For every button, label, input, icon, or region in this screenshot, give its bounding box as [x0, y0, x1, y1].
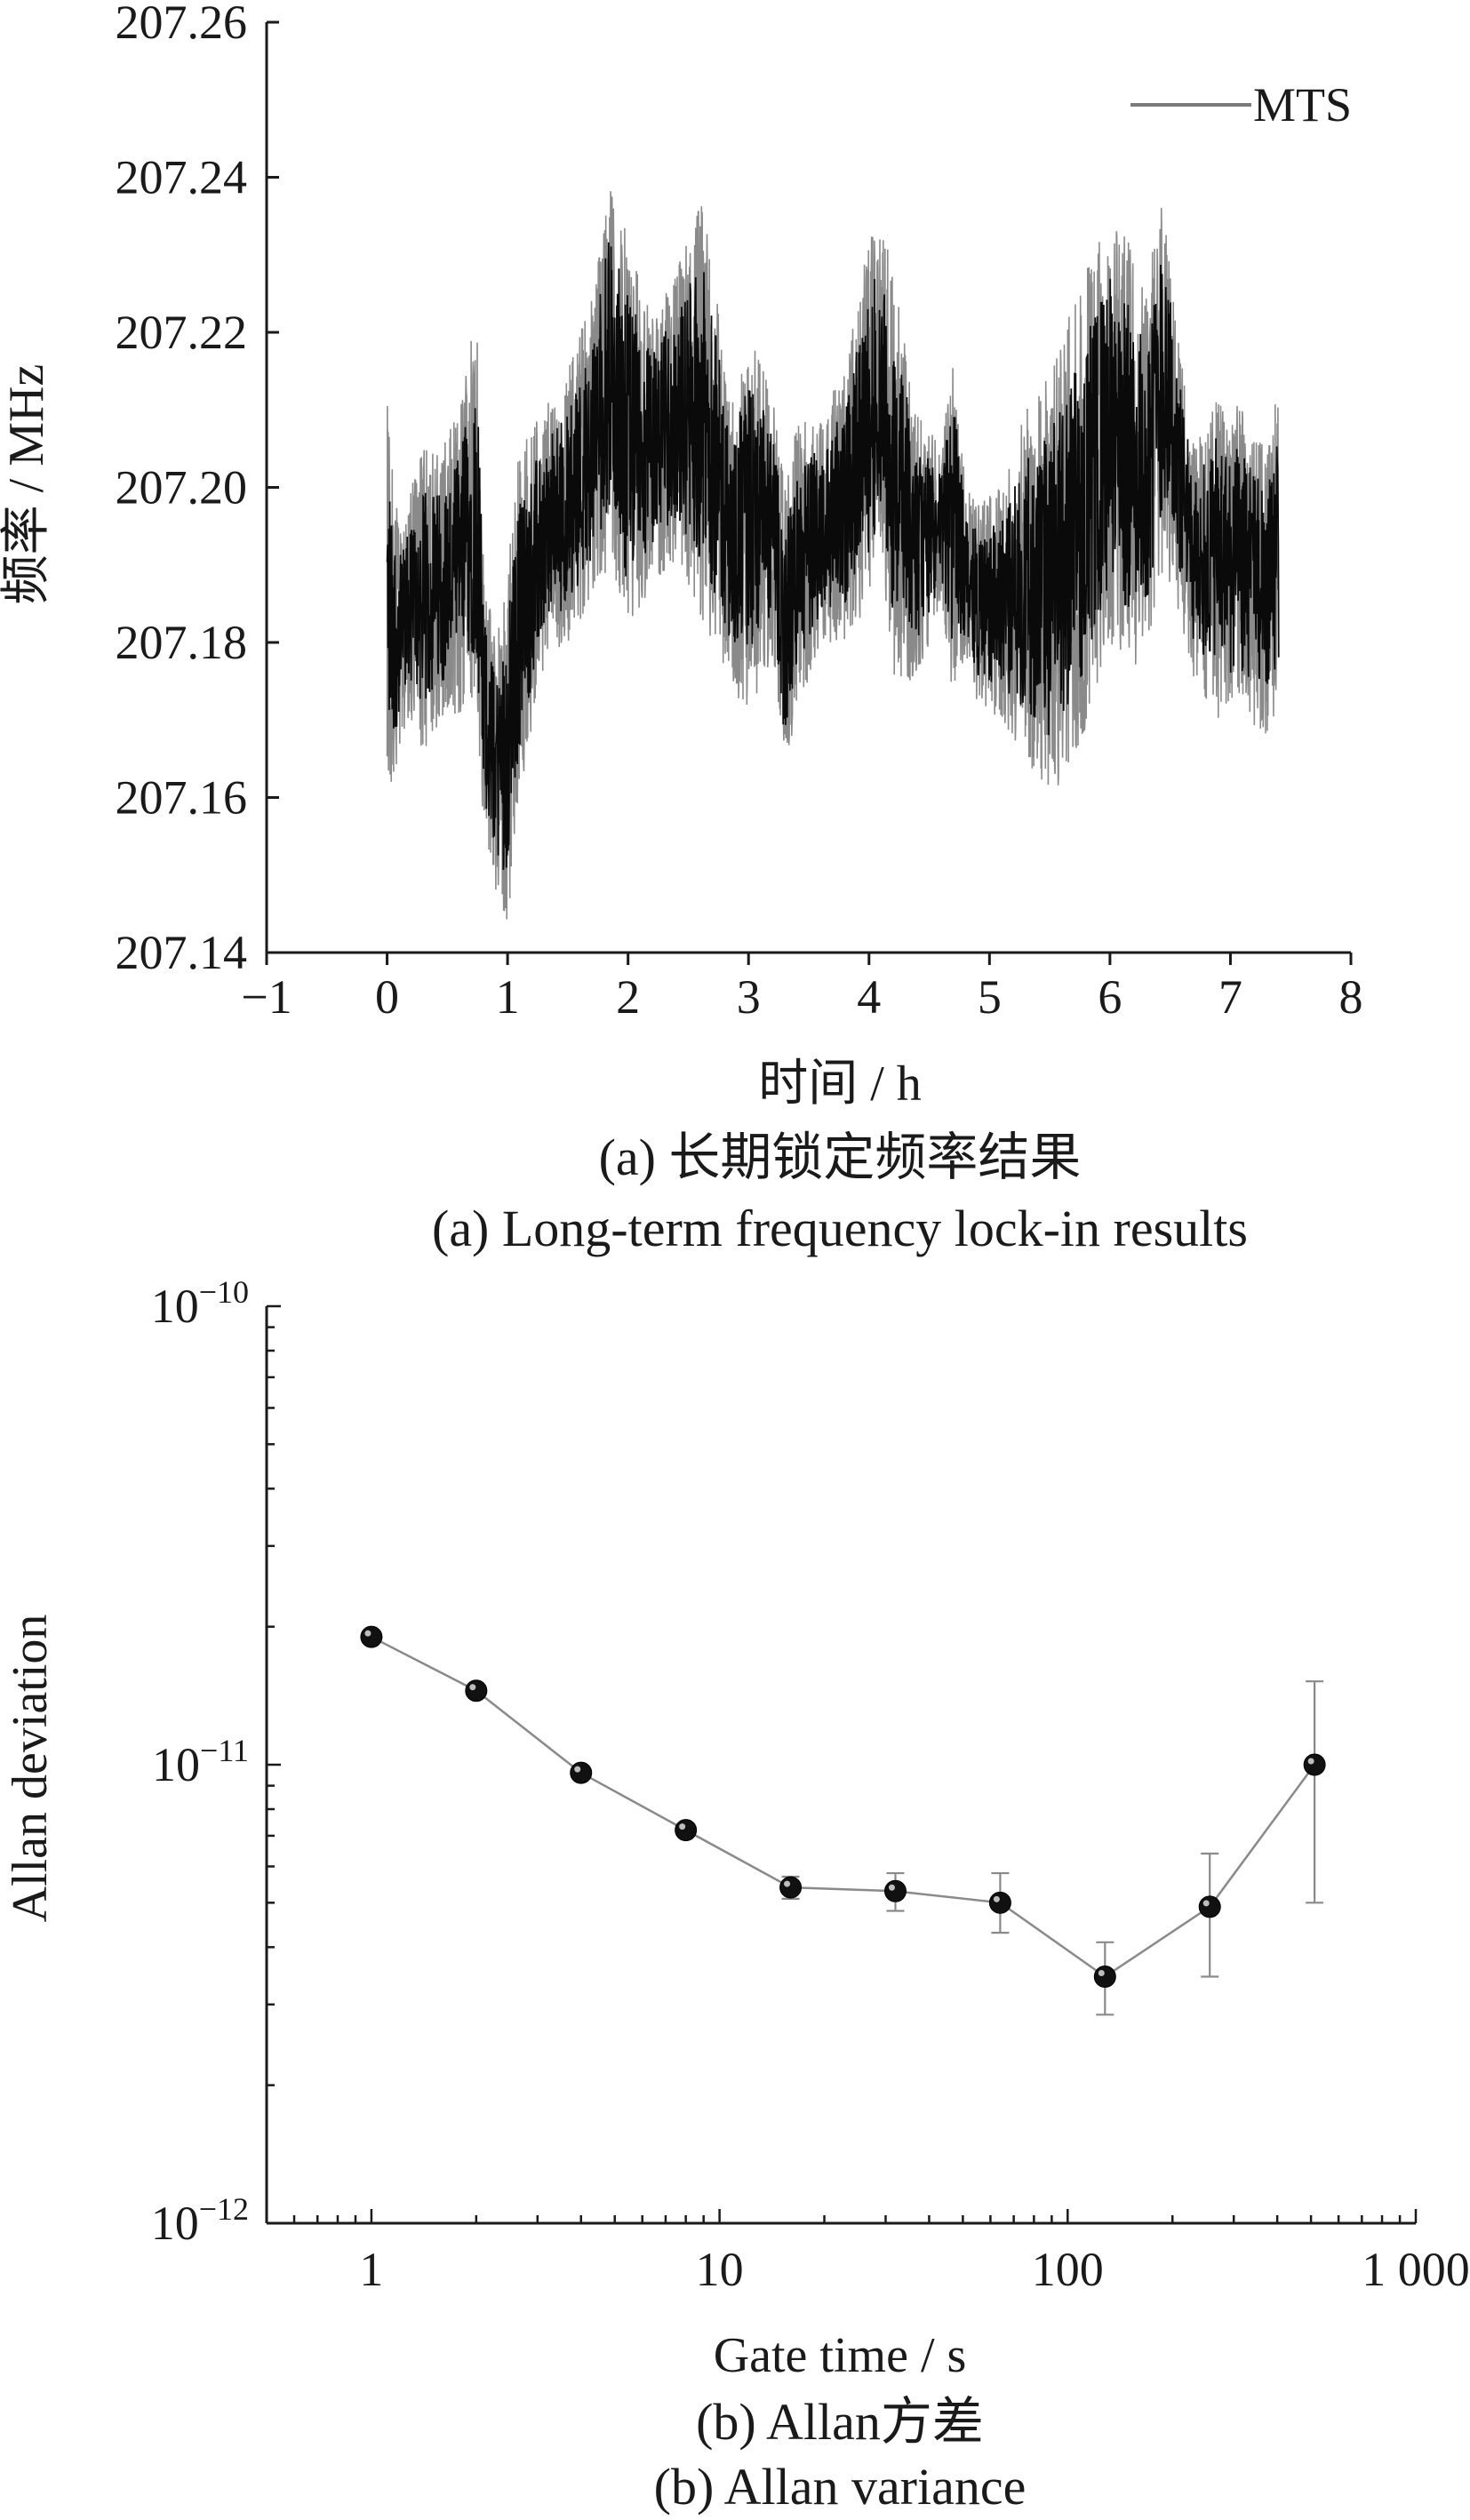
data-point-highlight	[679, 1823, 686, 1830]
y-tick-label-b: 10−12	[151, 2191, 249, 2250]
x-tick-label-b: 1	[359, 2243, 383, 2296]
allan-chart: 1 10 100 1 000 10−12 10−11 10−10 Gate time / s…	[3, 1274, 1470, 2516]
caption-b-en: (b) Allan variance	[654, 2458, 1027, 2516]
y-axis-label: 频率 / MHz	[0, 364, 54, 605]
data-point	[360, 1625, 383, 1648]
y-axis-label-b: Allan deviation	[3, 1615, 58, 1923]
x-tick-label: 5	[978, 970, 1002, 1024]
x-tick-label-b: 1 000	[1362, 2243, 1470, 2296]
frequency-chart: −1 0 1 2 3 4 5 6 7 8 207.14 207.16 207.18 207.20 207.2…	[0, 0, 1363, 1257]
x-tick-label-b: 100	[1032, 2243, 1104, 2296]
caption-b-cn: (b) Allan方差	[696, 2393, 984, 2451]
x-tick-label: 2	[616, 970, 640, 1024]
data-point-highlight	[364, 1630, 371, 1637]
x-tick-label: 8	[1339, 970, 1363, 1024]
data-point	[1198, 1895, 1221, 1918]
y-tick-label: 207.26	[116, 0, 248, 49]
data-point	[675, 1819, 698, 1842]
y-tick-label: 207.22	[116, 306, 248, 359]
caption-a-cn: (a) 长期锁定频率结果	[599, 1128, 1082, 1186]
allan-data	[360, 1625, 1326, 2016]
y-tick-label: 207.16	[116, 771, 248, 825]
frequency-chart-ticks: −1 0 1 2 3 4 5 6 7 8 207.14 207.16 207.18 207.20 207.2…	[116, 0, 1363, 1024]
data-point-highlight	[574, 1766, 581, 1773]
data-point-highlight	[1202, 1900, 1210, 1907]
x-tick-label: 7	[1218, 970, 1242, 1024]
data-point	[1303, 1753, 1326, 1776]
data-point	[779, 1876, 803, 1899]
x-tick-label: 6	[1098, 970, 1122, 1024]
data-point-highlight	[1307, 1758, 1314, 1765]
x-tick-label: −1	[241, 970, 292, 1024]
data-point	[465, 1679, 488, 1703]
x-axis-label-b: Gate time / s	[714, 2328, 967, 2383]
y-tick-label: 207.20	[116, 461, 248, 514]
x-axis-label: 时间 / h	[758, 1057, 922, 1112]
data-point	[883, 1879, 907, 1902]
data-point-highlight	[993, 1895, 1000, 1902]
allan-chart-axes	[265, 1306, 1416, 2225]
data-point	[988, 1891, 1011, 1914]
y-tick-label: 207.24	[116, 151, 248, 204]
legend: MTS	[1130, 78, 1352, 132]
data-point-highlight	[469, 1684, 476, 1691]
legend-label-mts: MTS	[1253, 78, 1352, 132]
allan-chart-ticks: 1 10 100 1 000 10−12 10−11 10−10	[151, 1274, 1470, 2296]
x-tick-label: 4	[857, 970, 881, 1024]
allan-connector-line	[371, 1636, 1316, 1979]
data-point-highlight	[784, 1880, 791, 1887]
data-point-highlight	[1098, 1969, 1105, 1976]
x-tick-label-b: 10	[696, 2243, 744, 2296]
mts-trace-core	[386, 242, 1280, 871]
y-tick-label-b: 10−10	[151, 1274, 249, 1333]
mts-trace	[386, 191, 1280, 920]
y-tick-label: 207.14	[116, 926, 248, 979]
x-tick-label: 1	[496, 970, 520, 1024]
data-point-highlight	[888, 1884, 895, 1891]
x-tick-label: 0	[375, 970, 399, 1024]
y-tick-label-b: 10−11	[152, 1733, 249, 1791]
x-tick-label: 3	[737, 970, 761, 1024]
data-point	[570, 1761, 593, 1784]
data-point	[1093, 1965, 1116, 1988]
caption-a-en: (a) Long-term frequency lock-in results	[432, 1200, 1248, 1257]
y-tick-label: 207.18	[116, 616, 248, 669]
